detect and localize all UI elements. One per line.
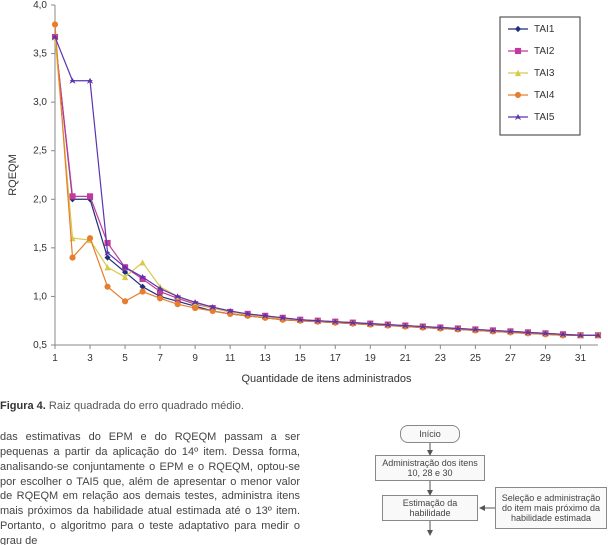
figure-caption: Figura 4. Raiz quadrada do erro quadrado… (0, 400, 244, 412)
svg-text:2,0: 2,0 (33, 194, 47, 205)
flow-node-sel: Seleção e administração do item mais pró… (495, 487, 607, 529)
svg-text:23: 23 (435, 353, 447, 364)
svg-text:15: 15 (295, 353, 307, 364)
svg-text:2,5: 2,5 (33, 146, 47, 157)
svg-text:11: 11 (225, 353, 236, 364)
svg-text:21: 21 (400, 353, 412, 364)
svg-text:3,0: 3,0 (33, 97, 47, 108)
svg-text:7: 7 (157, 353, 163, 364)
svg-text:29: 29 (540, 353, 552, 364)
figure-caption-text: Raiz quadrada do erro quadrado médio. (49, 400, 244, 412)
svg-text:0,5: 0,5 (33, 340, 47, 351)
svg-text:9: 9 (192, 353, 198, 364)
svg-text:3,5: 3,5 (33, 49, 47, 60)
svg-text:Quantidade de itens administra: Quantidade de itens administrados (242, 373, 412, 385)
svg-text:5: 5 (122, 353, 128, 364)
svg-text:TAI2: TAI2 (534, 46, 555, 57)
svg-text:19: 19 (365, 353, 377, 364)
svg-text:3: 3 (87, 353, 93, 364)
svg-text:1,0: 1,0 (33, 291, 47, 302)
svg-text:27: 27 (505, 353, 517, 364)
svg-text:25: 25 (470, 353, 482, 364)
svg-text:1: 1 (52, 353, 58, 364)
svg-text:TAI4: TAI4 (534, 90, 555, 101)
svg-text:RQEQM: RQEQM (7, 154, 19, 196)
svg-text:TAI3: TAI3 (534, 68, 555, 79)
svg-text:31: 31 (575, 353, 587, 364)
chart-svg: 0,51,01,52,02,53,03,54,01357911131517192… (0, 0, 608, 400)
svg-text:4,0: 4,0 (33, 0, 47, 11)
flow-node-est: Estimação da habilidade (382, 495, 478, 521)
svg-text:17: 17 (330, 353, 342, 364)
svg-text:TAI1: TAI1 (534, 24, 555, 35)
svg-text:1,5: 1,5 (33, 243, 47, 254)
body-paragraph: das estimativas do EPM e do RQEQM passam… (0, 430, 300, 545)
svg-text:13: 13 (260, 353, 272, 364)
flow-node-admin: Administração dos itens 10, 28 e 30 (375, 455, 485, 481)
figure-label: Figura 4. (0, 400, 46, 412)
line-chart: 0,51,01,52,02,53,03,54,01357911131517192… (0, 0, 608, 400)
flow-node-start: Início (400, 425, 460, 443)
flowchart: Início Administração dos itens 10, 28 e … (340, 425, 608, 545)
svg-text:TAI5: TAI5 (534, 112, 555, 123)
